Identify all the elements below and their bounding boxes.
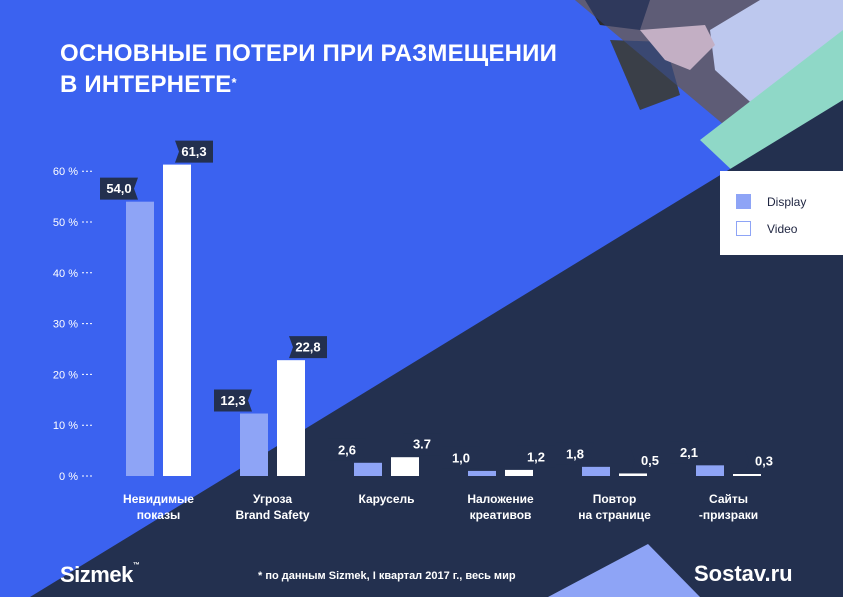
y-tick-label: 10 % <box>53 420 78 432</box>
data-label-text: 54,0 <box>106 181 131 196</box>
legend-swatch-display <box>736 194 751 209</box>
data-label-box <box>289 336 327 359</box>
data-label-text: 2,1 <box>680 445 698 460</box>
data-label-display: 54,0 <box>100 177 138 200</box>
data-label-text: 0,3 <box>755 454 773 469</box>
bar-display <box>354 462 382 476</box>
dark-shape <box>30 100 843 597</box>
bar-video <box>163 164 191 476</box>
data-label-video: 0,5 <box>631 449 669 472</box>
x-axis: Невидимые показы Угроза Brand Safety Карусел… <box>123 492 758 522</box>
data-label-video: 61,3 <box>175 140 213 163</box>
sizmek-logo-text: Sizmek <box>60 562 133 587</box>
title-footnote-mark: * <box>231 75 237 90</box>
bar-video <box>619 473 647 476</box>
category-label: креативов <box>470 508 532 522</box>
data-label-display: 2,1 <box>670 441 708 464</box>
title-line-1: ОСНОВНЫЕ ПОТЕРИ ПРИ РАЗМЕЩЕНИИ <box>60 40 558 67</box>
bar-display <box>126 201 154 476</box>
footnote: * по данным Sizmek, I квартал 2017 г., в… <box>258 570 516 582</box>
y-tick-label: 0 % <box>59 471 78 483</box>
data-label-video: 22,8 <box>289 336 327 359</box>
bar-video <box>733 474 761 476</box>
data-label-display: 1,0 <box>442 446 480 469</box>
y-tick-label: 20 % <box>53 369 78 381</box>
bar-video <box>391 457 419 476</box>
data-label-box <box>670 441 708 464</box>
data-label-text: 0,5 <box>641 453 659 468</box>
title-line-2-text: В ИНТЕРНЕТЕ <box>60 71 232 98</box>
category-label: -призраки <box>699 508 758 522</box>
category-label: показы <box>137 508 181 522</box>
category-label: Угроза <box>253 492 292 506</box>
bar-display <box>240 413 268 476</box>
data-label-text: 22,8 <box>295 340 320 355</box>
sizmek-logo: Sizmek™ <box>60 562 140 588</box>
bar-display <box>696 465 724 476</box>
photo-hand <box>640 25 715 70</box>
legend-label-video: Video <box>767 221 798 236</box>
photo-laptop <box>585 0 650 30</box>
data-label-box <box>556 442 594 465</box>
bar-video <box>277 360 305 476</box>
data-label-box <box>442 446 480 469</box>
legend: Display Video <box>720 171 843 255</box>
category-label: Повтор <box>593 492 637 506</box>
data-label-video: 0,3 <box>745 450 783 472</box>
data-label-text: 61,3 <box>181 144 206 159</box>
data-label-text: 2,6 <box>338 442 356 457</box>
y-tick-label: 30 % <box>53 319 78 331</box>
data-label-box <box>403 433 441 456</box>
category-label: Brand Safety <box>235 508 309 522</box>
legend-label-display: Display <box>767 194 807 209</box>
category-label: Наложение <box>467 492 534 506</box>
title-line-2: В ИНТЕРНЕТЕ* <box>60 69 557 100</box>
data-label-box <box>328 438 366 461</box>
data-label-text: 1,0 <box>452 450 470 465</box>
sostav-logo: Sostav.ru <box>694 561 793 586</box>
data-label-box <box>517 445 555 468</box>
y-axis: 0 % 10 % 20 % 30 % 40 % 50 % 60 % <box>53 166 92 483</box>
bar-display <box>582 466 610 476</box>
data-label-display: 1,8 <box>556 442 594 465</box>
y-tick-label: 40 % <box>53 268 78 280</box>
bar-video <box>505 469 533 476</box>
category-label: Сайты <box>709 492 748 506</box>
data-label-text: 3.7 <box>413 437 431 452</box>
y-tick-label: 60 % <box>53 166 78 178</box>
category-label: Невидимые <box>123 492 194 506</box>
page-title: ОСНОВНЫЕ ПОТЕРИ ПРИ РАЗМЕЩЕНИИ В ИНТЕРНЕ… <box>60 38 557 100</box>
light-triangle <box>548 544 700 597</box>
data-labels: 54,0 61,3 12,3 22,8 2,6 3.7 1,0 1,2 1,8 0,5 2,1 0,3 <box>100 140 783 472</box>
photo-tablet-left <box>610 40 680 110</box>
bar-display <box>468 470 496 476</box>
legend-item-video: Video <box>736 221 797 236</box>
data-label-box <box>745 450 783 472</box>
data-label-box <box>175 140 213 163</box>
data-label-video: 1,2 <box>517 445 555 468</box>
data-label-box <box>100 177 138 200</box>
data-label-box <box>631 449 669 472</box>
data-label-text: 1,8 <box>566 446 584 461</box>
sizmek-logo-tm: ™ <box>132 562 140 569</box>
legend-item-display: Display <box>736 194 806 209</box>
data-label-video: 3.7 <box>403 433 441 456</box>
data-label-text: 1,2 <box>527 449 545 464</box>
data-label-text: 12,3 <box>220 393 245 408</box>
data-label-box <box>214 389 252 412</box>
legend-swatch-video <box>736 221 751 236</box>
data-label-display: 2,6 <box>328 438 366 461</box>
y-tick-label: 50 % <box>53 217 78 229</box>
bars <box>126 164 761 476</box>
category-label: Карусель <box>358 492 414 506</box>
category-label: на странице <box>578 508 651 522</box>
data-label-display: 12,3 <box>214 389 252 412</box>
